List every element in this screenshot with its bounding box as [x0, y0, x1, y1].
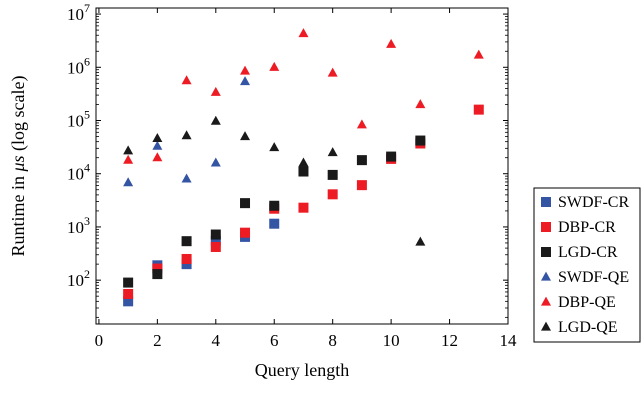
legend-label: SWDF-QE	[558, 269, 629, 286]
x-tick-label: 4	[212, 331, 221, 350]
data-point-triangle	[123, 154, 134, 164]
data-point-square	[152, 263, 163, 274]
x-tick-label: 14	[500, 331, 518, 350]
data-point-square	[123, 277, 134, 288]
series-swdf-cr	[123, 218, 280, 307]
data-point-triangle	[181, 130, 192, 140]
y-axis-label-post: (log scale)	[8, 75, 29, 155]
data-point-square	[181, 253, 192, 264]
data-point-triangle	[152, 133, 163, 143]
data-point-triangle	[327, 147, 338, 157]
data-point-triangle	[298, 28, 309, 38]
y-tick-label: 102	[67, 267, 90, 290]
series-dbp-qe	[123, 28, 484, 164]
data-point-triangle	[240, 131, 251, 141]
legend-marker	[541, 222, 551, 232]
data-point-square	[415, 135, 426, 146]
x-tick-label: 6	[270, 331, 279, 350]
data-point-square	[181, 259, 192, 270]
y-axis-label: Runtime in μs (log scale)	[8, 75, 29, 256]
data-point-triangle	[240, 76, 251, 86]
y-tick-label: 103	[67, 214, 90, 237]
x-tick-label: 2	[153, 331, 162, 350]
y-tick-label: 104	[67, 161, 90, 184]
data-point-triangle	[415, 99, 426, 109]
data-point-triangle	[181, 75, 192, 85]
data-point-square	[298, 166, 309, 177]
y-axis-label-unit: μs	[8, 155, 28, 172]
data-point-triangle	[123, 145, 134, 155]
data-point-square	[269, 200, 280, 211]
data-point-square	[152, 269, 163, 280]
x-tick-label: 8	[328, 331, 337, 350]
legend: SWDF-CR DBP-CR LGD-CR SWDF-QE DBP-QE LGD-QE	[533, 187, 641, 343]
y-tick-label: 107	[67, 1, 90, 24]
data-point-square	[327, 189, 338, 200]
series-lgd-cr	[123, 135, 426, 288]
data-point-triangle	[210, 115, 221, 125]
legend-marker	[541, 321, 551, 331]
data-point-square	[123, 296, 134, 307]
data-point-triangle	[269, 61, 280, 71]
data-point-square	[356, 180, 367, 191]
data-point-square	[210, 229, 221, 240]
data-point-square	[240, 198, 251, 209]
data-point-triangle	[327, 67, 338, 77]
data-point-triangle	[152, 152, 163, 162]
data-point-triangle	[386, 38, 397, 48]
data-point-square	[269, 218, 280, 229]
series-lgd-qe	[123, 115, 426, 246]
legend-box	[533, 187, 641, 343]
data-point-triangle	[240, 65, 251, 75]
legend-marker	[541, 271, 551, 281]
data-points	[123, 28, 484, 307]
data-point-triangle	[181, 173, 192, 183]
legend-label: LGD-CR	[558, 244, 618, 261]
data-point-square	[298, 202, 309, 213]
data-point-square	[473, 104, 484, 115]
data-point-triangle	[123, 177, 134, 187]
series-dbp-cr	[123, 104, 484, 299]
data-point-triangle	[473, 49, 484, 59]
data-point-triangle	[210, 157, 221, 167]
x-tick-label: 10	[383, 331, 400, 350]
x-axis-ticks: 0 2 4 6 8 10 12 14	[95, 8, 517, 350]
data-point-triangle	[356, 119, 367, 129]
data-point-triangle	[210, 86, 221, 96]
legend-label: DBP-CR	[558, 219, 616, 236]
y-axis-ticks: 102 103 104 105 106 107	[67, 1, 508, 318]
x-tick-label: 0	[95, 331, 104, 350]
x-tick-label: 12	[441, 331, 458, 350]
series-swdf-qe	[123, 76, 251, 187]
plot-frame	[95, 7, 509, 325]
data-point-triangle	[152, 140, 163, 150]
legend-marker	[541, 296, 551, 306]
legend-label: DBP-QE	[558, 294, 616, 311]
legend-marker	[541, 247, 551, 257]
data-point-square	[327, 169, 338, 180]
data-point-square	[240, 227, 251, 238]
y-axis-label-pre: Runtime in	[8, 172, 28, 257]
y-tick-label: 106	[67, 54, 90, 77]
data-point-square	[210, 241, 221, 252]
data-point-square	[386, 151, 397, 162]
legend-label: SWDF-CR	[558, 194, 629, 211]
data-point-square	[210, 235, 221, 246]
data-point-triangle	[269, 142, 280, 152]
data-point-square	[181, 236, 192, 247]
data-point-triangle	[415, 236, 426, 246]
data-point-square	[356, 155, 367, 166]
data-point-square	[123, 288, 134, 299]
data-point-triangle	[298, 157, 309, 167]
y-tick-label: 105	[67, 107, 90, 130]
legend-label: LGD-QE	[558, 319, 618, 336]
legend-marker	[541, 197, 551, 207]
x-axis-label: Query length	[255, 360, 349, 380]
